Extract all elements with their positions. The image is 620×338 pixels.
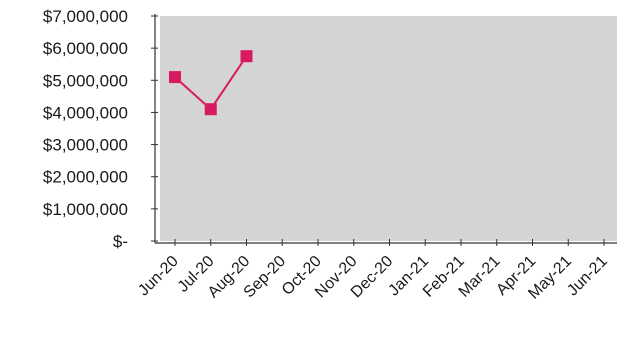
axes <box>151 14 617 246</box>
data-point-marker <box>204 103 217 116</box>
y-tick-label: $3,000,000 <box>43 136 128 155</box>
y-tick-label: $4,000,000 <box>43 103 128 122</box>
y-tick-label: $- <box>113 232 128 251</box>
x-tick-label: Jun-21 <box>564 253 611 300</box>
y-tick-label: $7,000,000 <box>43 7 128 26</box>
series-layer <box>169 50 253 116</box>
plot-area <box>160 16 617 241</box>
y-tick-label: $1,000,000 <box>43 200 128 219</box>
y-tick-label: $2,000,000 <box>43 168 128 187</box>
y-tick-label: $5,000,000 <box>43 71 128 90</box>
data-point-marker <box>169 71 181 84</box>
y-tick-label: $6,000,000 <box>43 39 128 58</box>
data-point-marker <box>240 50 253 63</box>
x-tick-label: Jun-20 <box>135 253 182 300</box>
